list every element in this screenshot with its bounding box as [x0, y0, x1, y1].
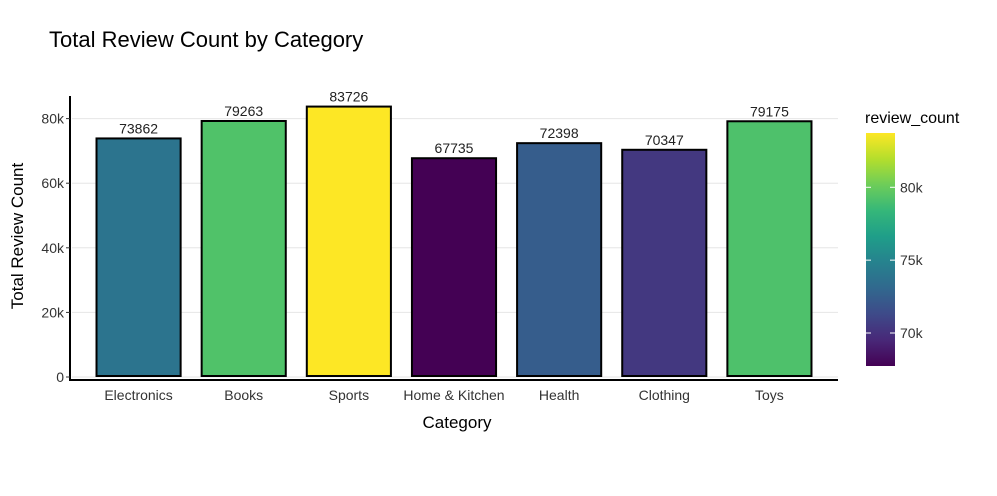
y-axis-title: Total Review Count: [8, 162, 27, 309]
bar: [621, 148, 708, 377]
legend-tick-label: 75k: [900, 252, 924, 268]
bar-value-label: 67735: [435, 140, 474, 156]
chart-title: Total Review Count by Category: [49, 27, 363, 52]
bar: [200, 119, 287, 377]
legend: review_count 70k 75k 80k: [865, 110, 960, 366]
y-tick-label: 60k: [41, 175, 65, 191]
bar-value-label: 73862: [119, 120, 158, 136]
legend-title: review_count: [865, 110, 960, 127]
bar-value-label: 83726: [329, 89, 368, 105]
legend-tick-label: 70k: [900, 325, 924, 341]
legend-tick-label: 80k: [900, 179, 924, 195]
bar: [95, 137, 182, 377]
x-tick-label: Clothing: [639, 387, 690, 403]
legend-colorbar: [866, 133, 895, 366]
bar-value-label: 72398: [540, 125, 579, 141]
x-tick-label: Sports: [329, 387, 369, 403]
x-axis-title: Category: [423, 413, 492, 432]
x-tick-label: Home & Kitchen: [403, 387, 504, 403]
y-tick-label: 80k: [41, 111, 65, 127]
bar-value-label: 79175: [750, 103, 789, 119]
x-tick-label: Toys: [755, 387, 784, 403]
bar: [516, 142, 603, 377]
y-tick-label: 0: [56, 369, 64, 385]
y-tick-label: 20k: [41, 304, 65, 320]
y-tick-label: 40k: [41, 240, 65, 256]
bar: [305, 105, 392, 377]
y-axis-ticks: 0 20k 40k 60k 80k: [41, 111, 70, 385]
x-axis-ticks: Electronics Books Sports Home & Kitchen Heal…: [104, 387, 783, 403]
legend-ticks: 70k 75k 80k: [866, 179, 924, 341]
bar: [726, 120, 813, 377]
bar-value-label: 79263: [224, 103, 263, 119]
x-tick-label: Health: [539, 387, 579, 403]
x-tick-label: Electronics: [104, 387, 172, 403]
bars: [95, 105, 813, 377]
bar: [410, 157, 498, 377]
data-labels: 73862 79263 83726 67735 72398 70347 79175: [119, 89, 789, 157]
x-tick-label: Books: [224, 387, 263, 403]
bar-value-label: 70347: [645, 132, 684, 148]
